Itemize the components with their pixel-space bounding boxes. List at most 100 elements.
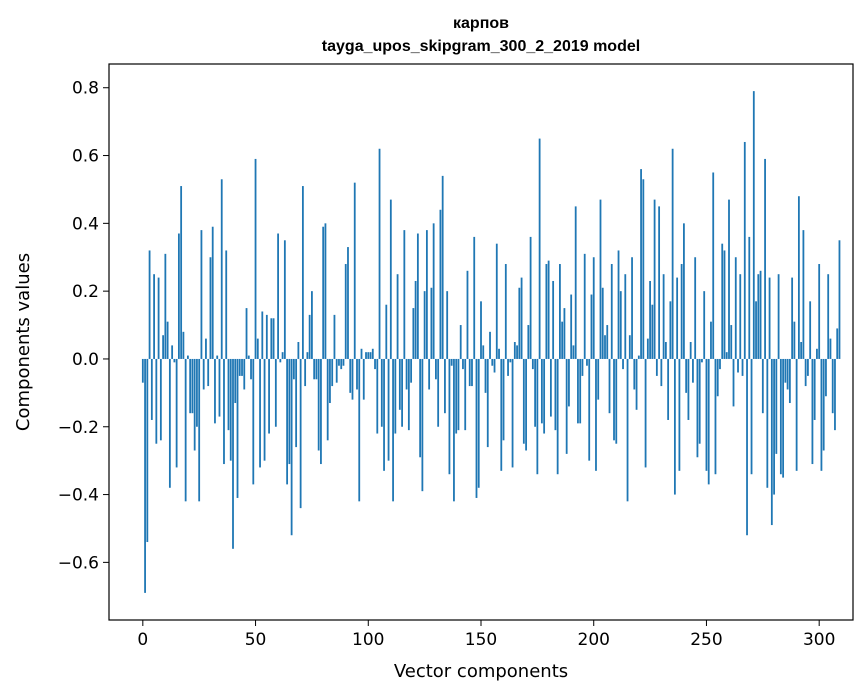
bar [475, 358, 478, 498]
bar [502, 358, 505, 441]
bar [766, 358, 769, 488]
bar [649, 280, 651, 359]
y-axis-ticks: −0.6 −0.4 −0.2 0.0 0.2 0.4 0.6 0.8 [58, 79, 109, 573]
bar [559, 264, 561, 359]
y-tick-label: 0.6 [72, 147, 99, 167]
bar [464, 358, 467, 431]
bar [444, 358, 446, 414]
bar [283, 240, 286, 359]
bar [610, 264, 613, 359]
bar [347, 247, 349, 359]
x-tick-label: 200 [578, 630, 610, 650]
bar [838, 240, 841, 359]
bar [423, 291, 426, 359]
bar [200, 230, 203, 359]
x-axis-ticks: 0 50 100 150 200 250 300 [137, 620, 835, 650]
bar [570, 294, 573, 359]
bar [466, 270, 469, 359]
bar [311, 291, 313, 359]
bar [313, 358, 316, 380]
bar [214, 358, 216, 424]
x-tick-label: 100 [352, 630, 384, 650]
bar [329, 358, 331, 404]
bar [730, 325, 733, 359]
bar [685, 358, 688, 393]
bar [205, 338, 207, 359]
bar [791, 277, 794, 359]
bar [549, 358, 552, 417]
bar [401, 358, 403, 427]
bar [545, 264, 548, 359]
bar [308, 314, 311, 359]
bar [694, 257, 697, 359]
bar [148, 250, 151, 359]
bar [356, 358, 358, 390]
bar [540, 358, 543, 424]
bar [435, 358, 437, 380]
bar [601, 287, 604, 359]
bar [277, 233, 279, 359]
bar [322, 226, 325, 359]
bars-group [141, 91, 841, 593]
bar [353, 182, 356, 359]
bar [414, 280, 417, 359]
bar [784, 358, 787, 383]
bar [342, 358, 345, 366]
bar [556, 358, 559, 475]
bar [164, 253, 167, 359]
bar [387, 358, 390, 461]
bar [703, 291, 706, 359]
bar [678, 358, 681, 471]
bar [680, 264, 683, 359]
bar [155, 358, 158, 444]
bar [595, 358, 597, 471]
bar [245, 308, 248, 359]
bar [462, 358, 464, 370]
bar [437, 358, 440, 427]
bar [263, 358, 266, 461]
bar [676, 277, 679, 359]
bar [561, 321, 564, 359]
bar [667, 358, 670, 420]
bar [664, 342, 667, 359]
bar [836, 328, 839, 359]
bar [166, 321, 169, 359]
bar [770, 358, 773, 526]
plot-area-frame [108, 63, 854, 621]
bar [818, 264, 821, 359]
bar [412, 308, 415, 359]
bar [723, 250, 726, 359]
bar [218, 358, 221, 417]
bar [662, 274, 665, 359]
bar [825, 358, 827, 397]
bar [522, 358, 525, 444]
bar [588, 358, 591, 461]
bar [254, 158, 257, 359]
bar [719, 358, 721, 370]
bar [396, 274, 399, 359]
bar [802, 230, 805, 359]
bar [274, 358, 277, 427]
bar [613, 358, 615, 441]
bar [520, 277, 523, 359]
bar [716, 358, 719, 397]
bar [642, 179, 645, 359]
bar [389, 199, 392, 359]
bar [193, 358, 196, 451]
bar [786, 358, 789, 390]
bar [177, 233, 180, 359]
bar [581, 358, 584, 376]
bar [227, 358, 230, 431]
bar [261, 311, 264, 359]
bar [175, 358, 178, 468]
bar [696, 358, 699, 458]
bar [701, 358, 703, 363]
bar [484, 358, 487, 393]
bar [286, 358, 289, 485]
bar [419, 358, 422, 458]
bar [421, 358, 424, 492]
bar [705, 358, 708, 471]
bar [698, 358, 701, 444]
y-tick-label: 0.8 [72, 79, 99, 99]
bar [565, 358, 568, 454]
